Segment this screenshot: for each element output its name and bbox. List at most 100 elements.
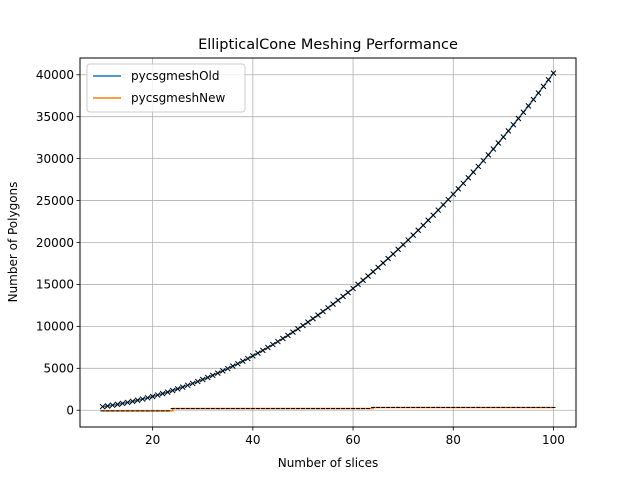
marker-pycsgmeshOld [405, 237, 412, 243]
marker-pycsgmeshOld [199, 376, 206, 383]
marker-pycsgmeshOld [229, 363, 236, 370]
marker-pycsgmeshOld [375, 264, 381, 271]
marker-pycsgmeshOld [380, 260, 386, 266]
marker-pycsgmeshOld [209, 372, 216, 379]
marker-pycsgmeshOld [345, 289, 351, 296]
marker-pycsgmeshOld [505, 128, 512, 134]
marker-pycsgmeshOld [275, 338, 281, 345]
y-axis-label: Number of Polygons [6, 182, 20, 303]
legend-label-pycsgmeshNew: pycsgmeshNew [131, 91, 225, 105]
marker-pycsgmeshOld [360, 277, 366, 284]
marker-pycsgmeshOld [149, 393, 156, 400]
marker-pycsgmeshOld [234, 360, 241, 367]
y-tick-label: 35000 [36, 110, 74, 124]
marker-pycsgmeshOld [119, 400, 126, 407]
marker-pycsgmeshOld [400, 241, 407, 248]
legend: pycsgmeshOld pycsgmeshNew [86, 63, 246, 113]
y-tick-label: 20000 [36, 236, 74, 250]
marker-pycsgmeshOld [330, 301, 336, 307]
marker-pycsgmeshOld [485, 152, 492, 158]
marker-pycsgmeshOld [550, 70, 557, 76]
marker-pycsgmeshOld [430, 212, 437, 219]
marker-pycsgmeshOld [109, 402, 116, 409]
y-tick-label: 0 [66, 404, 74, 418]
marker-pycsgmeshOld [214, 370, 221, 376]
marker-pycsgmeshOld [460, 180, 467, 187]
marker-pycsgmeshOld [385, 255, 391, 262]
marker-pycsgmeshOld [315, 312, 321, 318]
x-tick-label: 80 [446, 433, 461, 447]
x-tick-label: 20 [145, 433, 160, 447]
marker-pycsgmeshOld [285, 332, 291, 339]
marker-pycsgmeshOld [114, 401, 121, 408]
marker-pycsgmeshOld [305, 319, 311, 325]
marker-pycsgmeshOld [495, 140, 502, 146]
marker-pycsgmeshOld [510, 121, 517, 128]
marker-pycsgmeshOld [139, 396, 146, 402]
marker-pycsgmeshOld [440, 201, 447, 208]
marker-pycsgmeshOld [420, 222, 427, 229]
marker-pycsgmeshOld [475, 163, 482, 170]
legend-box [86, 63, 246, 113]
marker-pycsgmeshOld [465, 174, 472, 181]
marker-pycsgmeshOld [520, 109, 527, 116]
marker-pycsgmeshOld [310, 315, 316, 322]
series-layer [99, 70, 557, 412]
marker-pycsgmeshOld [204, 374, 211, 381]
marker-pycsgmeshOld [134, 397, 141, 404]
marker-pycsgmeshOld [260, 347, 266, 354]
marker-pycsgmeshOld [335, 297, 341, 304]
y-tick-label: 30000 [36, 152, 74, 166]
marker-pycsgmeshOld [540, 83, 547, 90]
marker-pycsgmeshOld [365, 273, 371, 279]
marker-pycsgmeshOld [154, 392, 161, 398]
marker-pycsgmeshOld [410, 232, 417, 238]
marker-pycsgmeshOld [194, 378, 201, 385]
marker-pycsgmeshOld [525, 103, 532, 109]
marker-pycsgmeshOld [124, 399, 131, 406]
marker-pycsgmeshOld [219, 368, 226, 374]
marker-pycsgmeshOld [325, 304, 331, 311]
marker-pycsgmeshOld [159, 390, 166, 397]
marker-pycsgmeshOld [415, 227, 422, 234]
marker-pycsgmeshOld [350, 285, 356, 292]
marker-pycsgmeshOld [390, 251, 396, 257]
y-tick-label: 15000 [36, 278, 74, 292]
marker-pycsgmeshOld [270, 341, 276, 348]
x-tick-label: 60 [345, 433, 360, 447]
marker-pycsgmeshOld [480, 157, 487, 164]
marker-pycsgmeshOld [184, 382, 191, 389]
ticks: 20 40 60 80 100 0 5000 10000 15000 20000 25000 3000… [36, 68, 565, 447]
x-tick-label: 40 [245, 433, 260, 447]
y-tick-label: 5000 [43, 362, 74, 376]
marker-pycsgmeshOld [239, 358, 246, 365]
marker-pycsgmeshOld [179, 384, 186, 390]
marker-pycsgmeshOld [535, 90, 542, 96]
marker-pycsgmeshOld [265, 344, 271, 351]
marker-pycsgmeshOld [530, 96, 537, 103]
y-tick-label: 40000 [36, 68, 74, 82]
marker-pycsgmeshOld [99, 403, 106, 410]
marker-pycsgmeshOld [280, 335, 286, 342]
y-tick-label: 10000 [36, 320, 74, 334]
marker-pycsgmeshOld [320, 308, 326, 315]
marker-pycsgmeshOld [224, 365, 231, 372]
marker-pycsgmeshOld [169, 387, 176, 394]
marker-pycsgmeshOld [455, 185, 462, 192]
legend-label-pycsgmeshOld: pycsgmeshOld [131, 69, 220, 83]
marker-pycsgmeshOld [249, 353, 256, 359]
marker-pycsgmeshOld [290, 329, 296, 335]
marker-pycsgmeshOld [104, 403, 111, 409]
marker-pycsgmeshOld [545, 76, 552, 83]
marker-pycsgmeshOld [425, 217, 432, 224]
y-tick-label: 25000 [36, 194, 74, 208]
marker-pycsgmeshOld [340, 293, 346, 300]
marker-pycsgmeshOld [500, 134, 507, 140]
marker-pycsgmeshOld [129, 398, 136, 405]
marker-pycsgmeshOld [435, 207, 442, 213]
marker-pycsgmeshOld [244, 355, 251, 362]
marker-pycsgmeshOld [370, 268, 376, 275]
marker-pycsgmeshOld [515, 115, 522, 122]
chart-title: EllipticalCone Meshing Performance [198, 37, 458, 53]
